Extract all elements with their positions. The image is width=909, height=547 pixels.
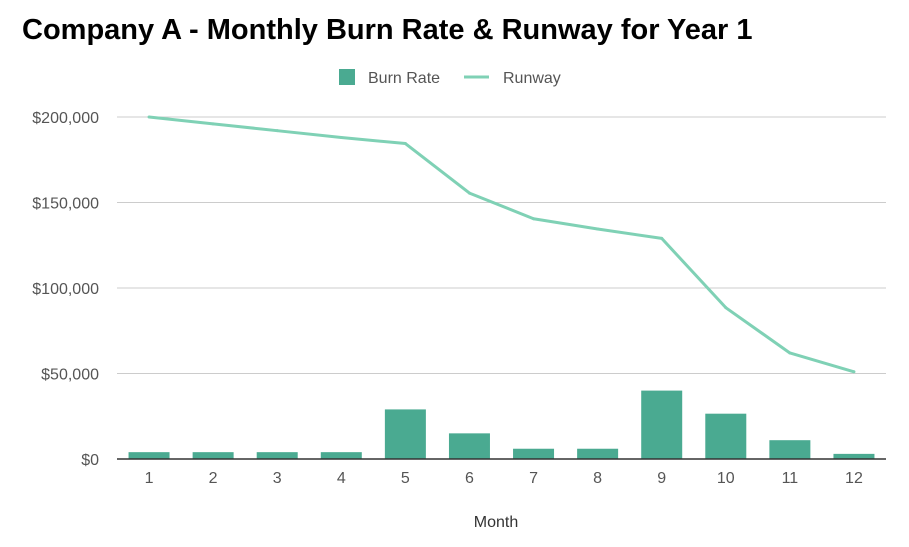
bar-burn-rate (448, 433, 490, 459)
runway-point (403, 142, 407, 146)
runway-point (339, 136, 343, 140)
x-axis-label: Month (474, 514, 518, 531)
runway-line-group (147, 115, 856, 374)
runway-point (275, 129, 279, 133)
x-tick-label: 11 (782, 470, 799, 487)
y-tick-label: $0 (81, 452, 99, 469)
runway-point (852, 370, 856, 374)
chart-title: Company A - Monthly Burn Rate & Runway f… (22, 14, 753, 46)
bar-burn-rate (256, 452, 298, 459)
bar-burn-rate (577, 448, 619, 459)
y-tick-label: $100,000 (32, 281, 99, 298)
bar-burn-rate (513, 448, 555, 459)
burn-rate-bars (128, 390, 875, 459)
x-tick-label: 3 (273, 470, 282, 487)
bar-burn-rate (769, 440, 811, 459)
legend-label-runway: Runway (503, 70, 561, 87)
x-tick-label: 2 (209, 470, 218, 487)
bar-burn-rate (705, 413, 747, 459)
x-tick-label: 10 (717, 470, 735, 487)
gridlines (117, 116, 886, 374)
runway-point (660, 236, 664, 240)
x-tick-label: 4 (337, 470, 346, 487)
bar-burn-rate (192, 452, 234, 459)
bar-burn-rate (384, 409, 426, 459)
x-tick-label: 1 (145, 470, 154, 487)
bar-burn-rate (320, 452, 362, 459)
x-tick-label: 5 (401, 470, 410, 487)
runway-point (467, 191, 471, 195)
y-tick-label: $50,000 (41, 367, 99, 384)
legend: Burn Rate Runway (339, 69, 561, 87)
legend-swatch-burn-rate (339, 69, 355, 85)
bar-burn-rate (833, 453, 875, 459)
x-tick-label: 9 (657, 470, 666, 487)
runway-point (147, 115, 151, 119)
runway-line (148, 115, 855, 374)
y-tick-label: $150,000 (32, 196, 99, 213)
runway-point (532, 217, 536, 221)
x-tick-label: 6 (465, 470, 474, 487)
x-tick-label: 7 (529, 470, 538, 487)
bar-burn-rate (128, 452, 170, 459)
y-tick-label: $200,000 (32, 110, 99, 127)
x-tick-label: 8 (593, 470, 602, 487)
runway-point (596, 227, 600, 231)
x-tick-label: 12 (845, 470, 863, 487)
legend-label-burn-rate: Burn Rate (368, 70, 440, 87)
runway-point (788, 351, 792, 355)
runway-point (211, 122, 215, 126)
bar-burn-rate (641, 390, 683, 459)
runway-point (724, 306, 728, 310)
